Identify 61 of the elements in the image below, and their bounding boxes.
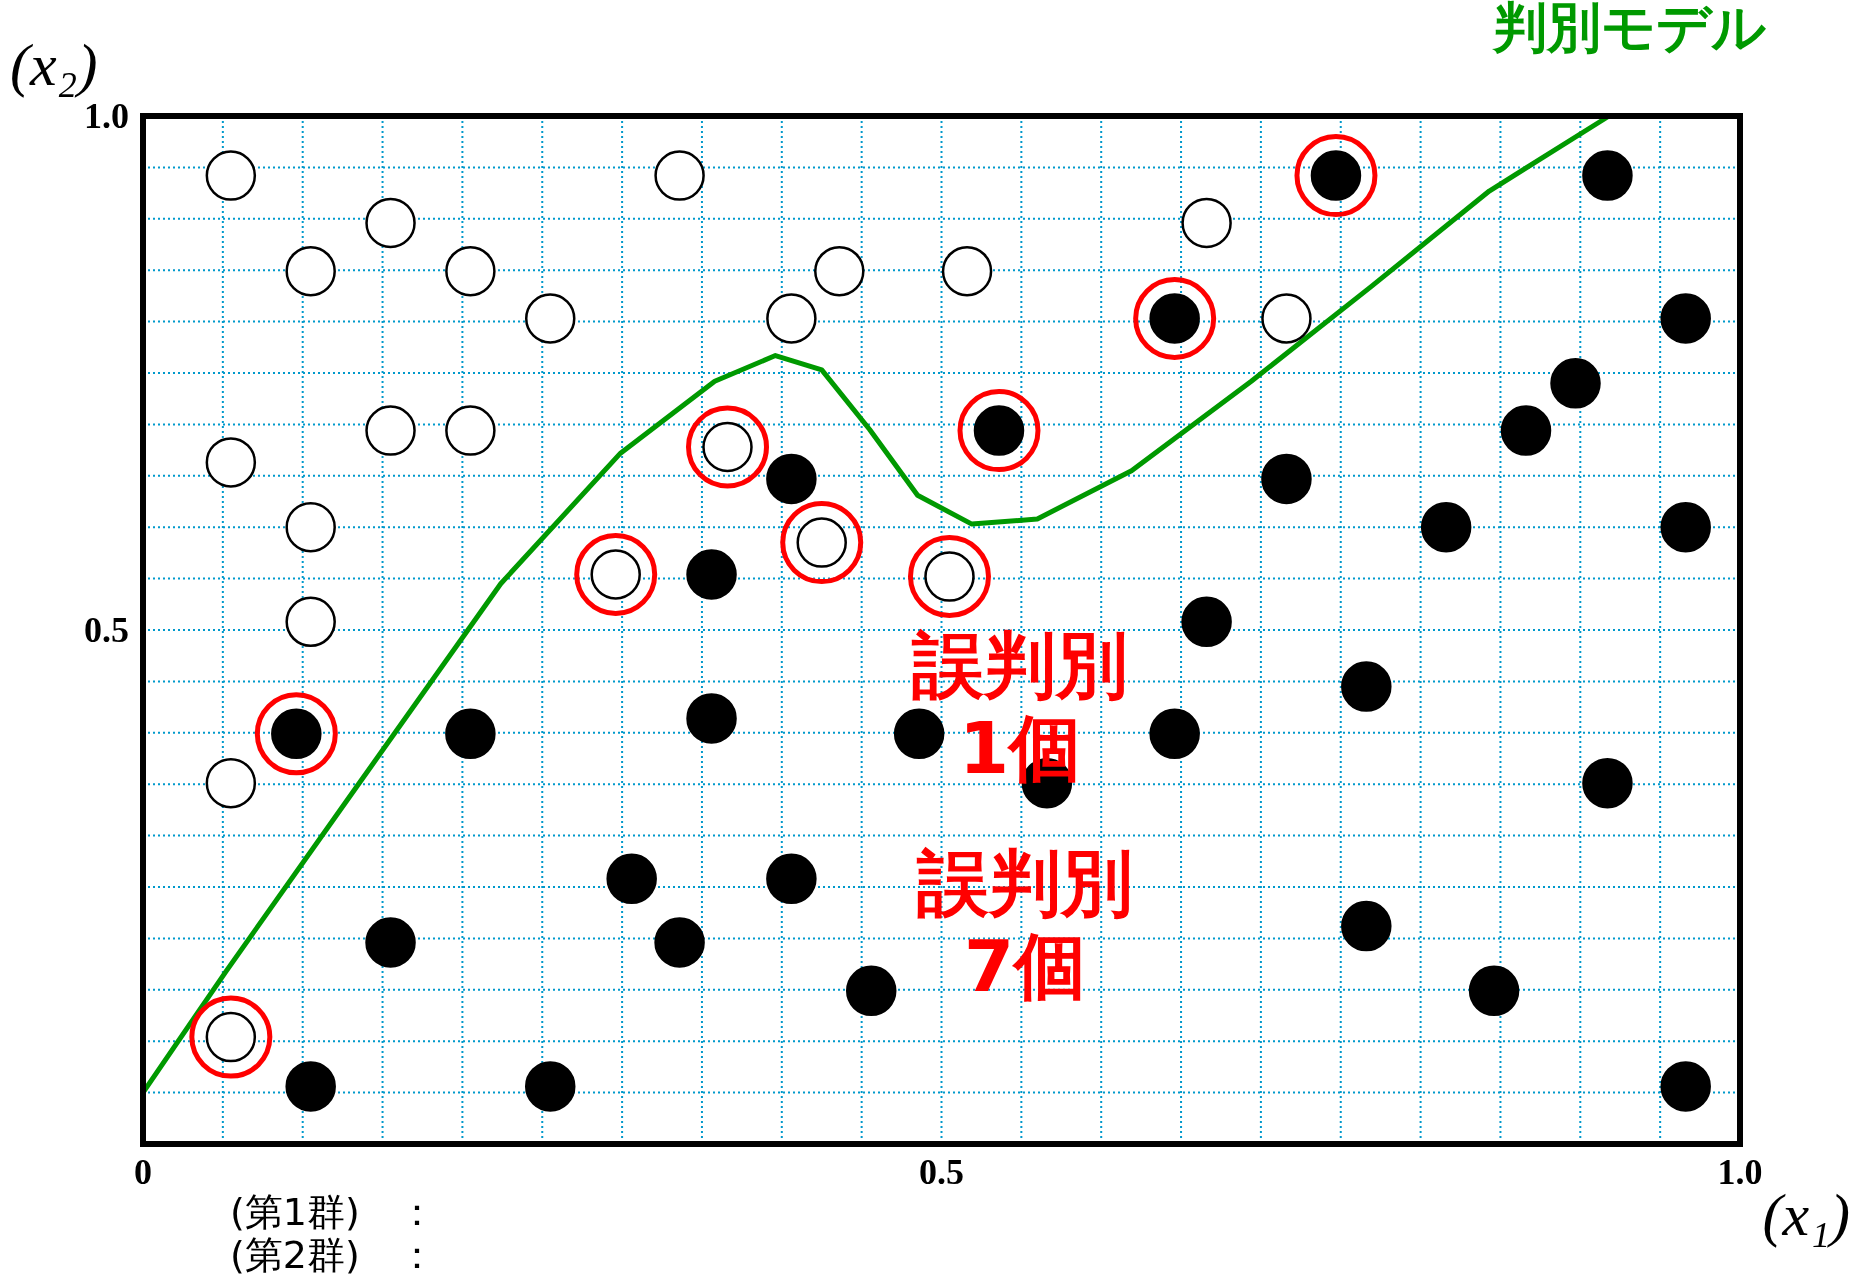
point — [1582, 757, 1633, 809]
point — [907, 535, 991, 619]
point — [1468, 965, 1520, 1017]
point — [1341, 661, 1392, 712]
point — [1133, 277, 1217, 361]
point — [1261, 293, 1312, 344]
point — [1500, 405, 1552, 456]
point — [365, 197, 416, 249]
text: (第1群) ： — [230, 1190, 436, 1234]
point — [365, 917, 416, 968]
point — [606, 853, 657, 905]
point — [285, 245, 336, 297]
point — [365, 405, 416, 456]
point — [957, 389, 1041, 473]
x-axis-title: (x₁) — [1762, 1182, 1850, 1248]
point — [845, 965, 897, 1017]
point — [285, 596, 336, 648]
point — [686, 405, 769, 489]
point — [205, 437, 257, 488]
point — [574, 532, 658, 616]
point — [1582, 150, 1633, 201]
point — [893, 708, 945, 760]
point — [686, 549, 737, 600]
point — [205, 150, 257, 201]
point — [1181, 197, 1232, 249]
point — [1550, 358, 1601, 409]
point — [1261, 453, 1312, 505]
x-tick-label: 1.0 — [1717, 1152, 1763, 1192]
point — [524, 1061, 576, 1112]
point — [1181, 596, 1232, 648]
point — [1149, 708, 1200, 760]
point — [686, 693, 737, 744]
point — [766, 453, 817, 505]
point — [766, 853, 817, 905]
point — [285, 1061, 336, 1112]
point — [814, 245, 865, 297]
point — [1420, 501, 1472, 553]
point — [254, 692, 338, 776]
point — [445, 405, 496, 456]
point — [445, 708, 496, 760]
annotation: 誤判別 7個 — [916, 841, 1133, 1008]
point — [1660, 501, 1711, 553]
point — [1660, 293, 1711, 344]
point — [1660, 1061, 1711, 1112]
point — [285, 501, 336, 553]
point — [654, 150, 705, 201]
point — [524, 293, 576, 344]
point — [941, 245, 993, 297]
point — [205, 757, 257, 809]
point — [766, 293, 817, 344]
point — [780, 501, 864, 585]
point — [1294, 134, 1378, 218]
point — [654, 917, 705, 968]
y-axis-title: (x₂) — [10, 32, 98, 98]
point — [445, 245, 496, 297]
point — [189, 995, 273, 1079]
x-tick-label: 0 — [134, 1152, 152, 1192]
series-label: 判別モデル — [1491, 0, 1766, 59]
x-tick-label: 0.5 — [919, 1152, 964, 1192]
point — [1341, 900, 1392, 952]
text: (第2群) ： — [230, 1233, 436, 1277]
